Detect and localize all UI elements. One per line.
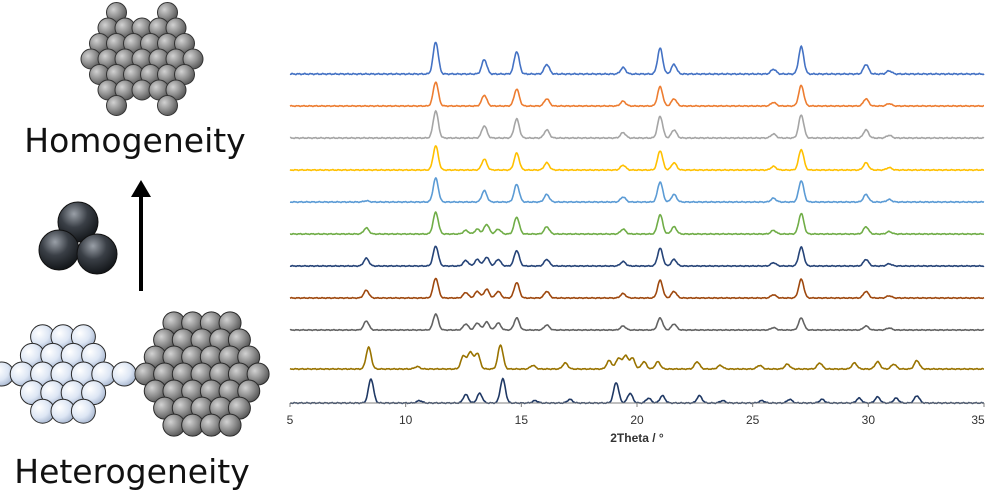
x-tick-label: 5 (287, 413, 294, 427)
series-line-7 (289, 245, 985, 268)
homogeneity-label: Homogeneity (24, 121, 245, 160)
series-line-5 (289, 176, 985, 204)
x-ticks: 5 10 15 20 25 30 35 (287, 403, 985, 427)
x-tick-label: 15 (515, 413, 529, 427)
gray-particle-cluster-icon (80, 2, 204, 116)
gray-particle-cluster-icon (134, 311, 270, 437)
heterogeneity-label: Heterogeneity (14, 452, 250, 491)
series-line-2 (289, 81, 985, 108)
series-line-3 (289, 109, 985, 140)
series-line-10 (289, 344, 984, 371)
series-line-6 (289, 210, 985, 236)
x-axis-title: 2Theta / ° (610, 431, 664, 445)
up-arrow-icon (131, 180, 151, 291)
x-tick-label: 20 (630, 413, 644, 427)
series-group (289, 41, 985, 405)
series-line-9 (289, 313, 985, 332)
mixed-particle-cluster-icon (0, 324, 137, 424)
x-tick-label: 30 (862, 413, 876, 427)
series-line-11 (289, 377, 985, 405)
series-line-8 (289, 277, 985, 300)
series-line-1 (289, 41, 985, 76)
x-tick-label: 10 (399, 413, 413, 427)
left-panel: Homogeneity Heterogeneity (0, 2, 270, 491)
x-tick-label: 35 (971, 413, 985, 427)
series-line-4 (289, 144, 985, 172)
xrd-chart: 5 10 15 20 25 30 35 2Theta / ° (287, 41, 985, 445)
x-tick-label: 25 (746, 413, 760, 427)
three-dark-spheres-icon (38, 201, 118, 275)
